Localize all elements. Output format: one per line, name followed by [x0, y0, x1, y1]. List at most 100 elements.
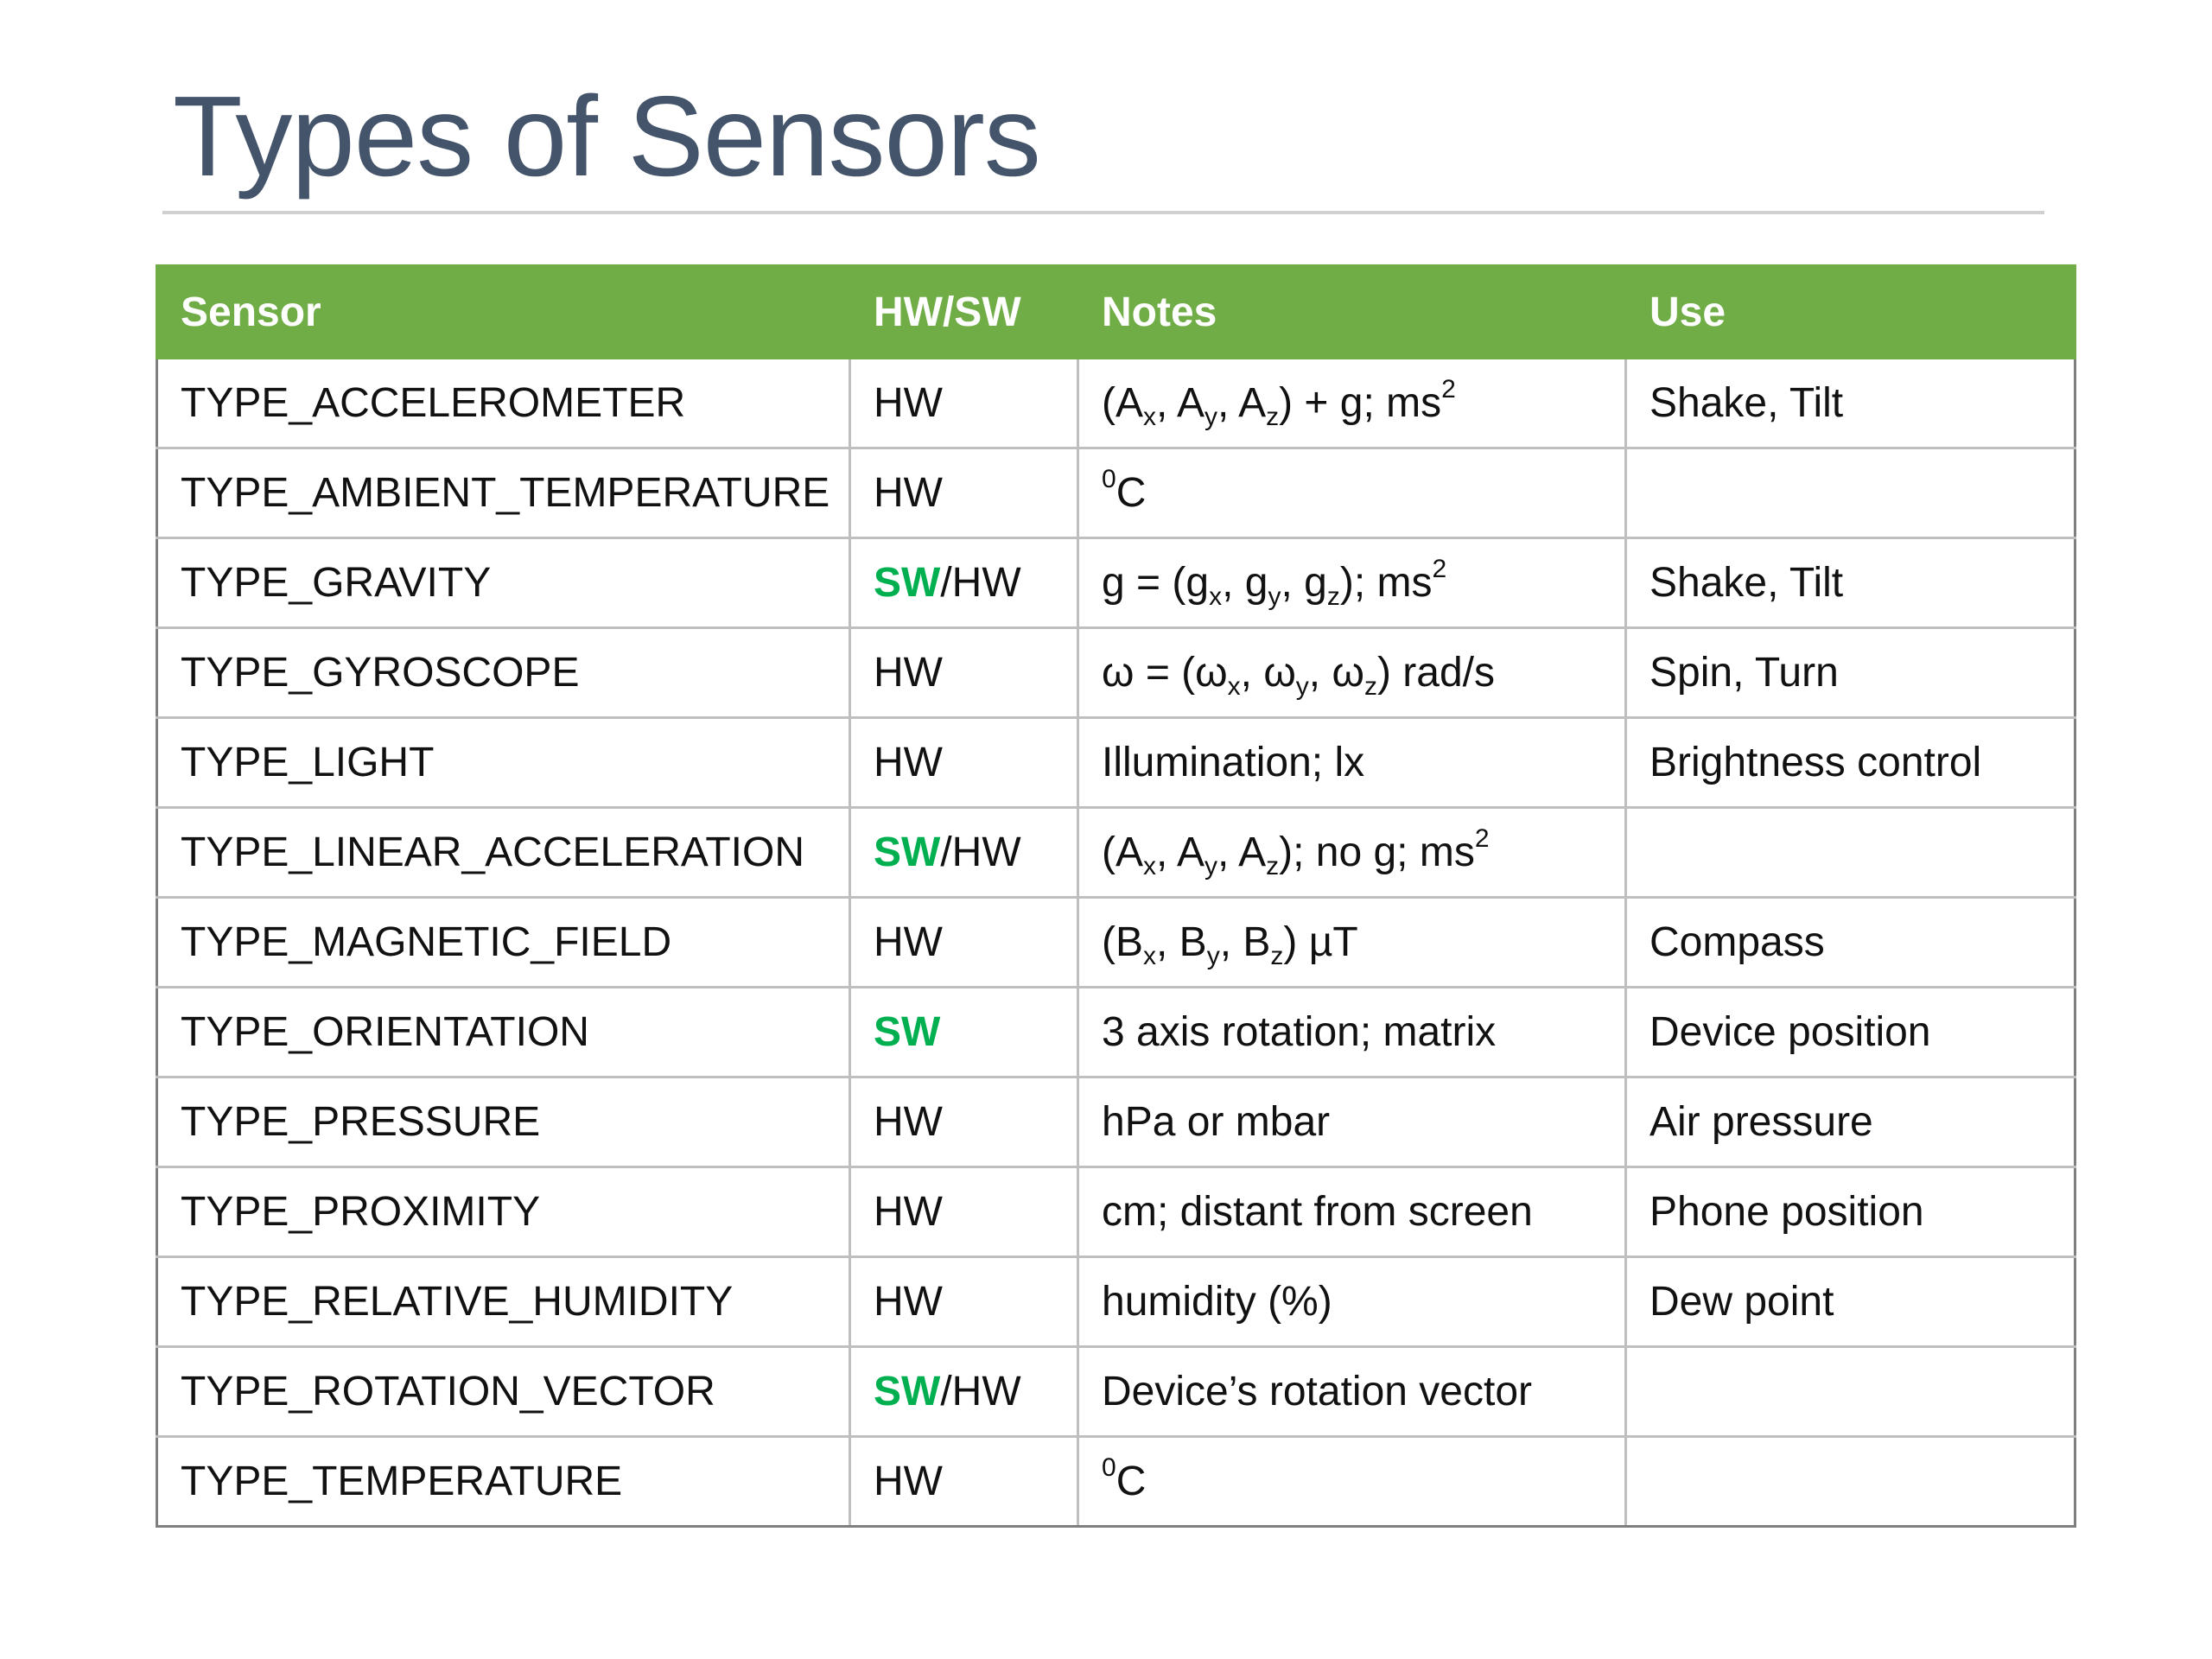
- table-row: TYPE_PRESSURE HW hPa or mbar Air pressure: [156, 1076, 2076, 1168]
- notes-text: humidity (%): [1102, 1279, 1332, 1325]
- notes-text: , A: [1217, 830, 1267, 875]
- slide-title: Types of Sensors: [173, 73, 1041, 200]
- notes-text: (A: [1102, 830, 1143, 875]
- notes-superscript: 2: [1432, 555, 1447, 583]
- hardware-tag: HW: [874, 650, 943, 696]
- cell-sensor: TYPE_LIGHT: [156, 716, 851, 809]
- cell-hw-sw: HW: [849, 1255, 1079, 1348]
- cell-notes: Illumination; lx: [1077, 716, 1627, 809]
- cell-notes: 0C: [1077, 447, 1627, 539]
- cell-hw-sw: SW/HW: [849, 806, 1079, 899]
- software-tag: SW: [874, 1369, 941, 1414]
- table-header-row: Sensor HW/SW Notes Use: [156, 264, 2076, 359]
- table-row: TYPE_MAGNETIC_FIELD HW (Bx, By, Bz) µT Comp…: [156, 896, 2076, 988]
- notes-subscript: z: [1266, 852, 1280, 880]
- notes-superscript: 2: [1474, 824, 1490, 853]
- notes-subscript: x: [1143, 942, 1156, 970]
- notes-text: ) rad/s: [1376, 650, 1495, 696]
- hardware-tag: HW: [874, 919, 943, 965]
- cell-sensor: TYPE_PRESSURE: [156, 1076, 851, 1168]
- table-row: TYPE_ACCELEROMETER HW (Ax, Ay, Az) + g; ms…: [156, 357, 2076, 449]
- notes-subscript: x: [1227, 672, 1241, 701]
- cell-use: [1624, 1435, 2076, 1528]
- table-row: TYPE_PROXIMITY HW cm; distant from screen P…: [156, 1166, 2076, 1258]
- cell-sensor: TYPE_ACCELEROMETER: [156, 357, 851, 449]
- notes-text: , B: [1156, 919, 1207, 965]
- table-row: TYPE_ORIENTATION SW 3 axis rotation; matri…: [156, 986, 2076, 1078]
- hardware-tag: HW: [874, 380, 943, 426]
- notes-text: ) + g; ms: [1279, 380, 1442, 426]
- cell-notes: humidity (%): [1077, 1255, 1627, 1348]
- notes-text: ); ms: [1339, 560, 1433, 606]
- notes-text: ) µT: [1283, 919, 1358, 965]
- notes-subscript: z: [1326, 582, 1340, 611]
- notes-subscript: x: [1143, 852, 1156, 880]
- cell-notes: ω = (ωx, ωy, ωz) rad/s: [1077, 626, 1627, 719]
- cell-sensor: TYPE_MAGNETIC_FIELD: [156, 896, 851, 988]
- notes-text: , A: [1156, 380, 1205, 426]
- notes-superscript: 2: [1441, 375, 1456, 404]
- cell-use: Spin, Turn: [1624, 626, 2076, 719]
- hardware-tag: /HW: [940, 830, 1021, 875]
- notes-text: , ω: [1308, 650, 1364, 696]
- software-tag: SW: [874, 560, 941, 606]
- notes-subscript: y: [1205, 852, 1218, 880]
- cell-sensor: TYPE_ORIENTATION: [156, 986, 851, 1078]
- hardware-tag: HW: [874, 1459, 943, 1504]
- table-row: TYPE_RELATIVE_HUMIDITY HW humidity (%) Dew …: [156, 1255, 2076, 1348]
- header-use: Use: [1624, 264, 2076, 359]
- sensor-types-table: Sensor HW/SW Notes Use TYPE_ACCELEROMETE…: [156, 264, 2076, 1528]
- cell-sensor: TYPE_PROXIMITY: [156, 1166, 851, 1258]
- cell-use: [1624, 806, 2076, 899]
- cell-sensor: TYPE_LINEAR_ACCELERATION: [156, 806, 851, 899]
- notes-text: Device’s rotation vector: [1102, 1369, 1532, 1414]
- notes-subscript: y: [1295, 672, 1309, 701]
- hardware-tag: /HW: [940, 1369, 1021, 1414]
- cell-use: Shake, Tilt: [1624, 357, 2076, 449]
- cell-use: Compass: [1624, 896, 2076, 988]
- table-row: TYPE_GYROSCOPE HW ω = (ωx, ωy, ωz) rad/s Sp…: [156, 626, 2076, 719]
- cell-use: Brightness control: [1624, 716, 2076, 809]
- notes-text: Illumination; lx: [1102, 740, 1365, 785]
- software-tag: SW: [874, 830, 941, 875]
- table-row: TYPE_TEMPERATURE HW 0C: [156, 1435, 2076, 1528]
- cell-hw-sw: SW: [849, 986, 1079, 1078]
- header-sensor: Sensor: [156, 264, 851, 359]
- notes-subscript: x: [1143, 403, 1156, 431]
- cell-sensor: TYPE_GRAVITY: [156, 537, 851, 629]
- notes-subscript: y: [1206, 942, 1220, 970]
- cell-use: Phone position: [1624, 1166, 2076, 1258]
- cell-notes: 3 axis rotation; matrix: [1077, 986, 1627, 1078]
- notes-subscript: z: [1270, 942, 1284, 970]
- table-row: TYPE_ROTATION_VECTOR SW/HW Device’s rotati…: [156, 1345, 2076, 1438]
- header-hw-sw: HW/SW: [849, 264, 1079, 359]
- notes-text: , g: [1222, 560, 1268, 606]
- notes-text: cm; distant from screen: [1102, 1189, 1533, 1235]
- cell-use: [1624, 447, 2076, 539]
- notes-text: , A: [1217, 380, 1267, 426]
- cell-sensor: TYPE_GYROSCOPE: [156, 626, 851, 719]
- cell-use: Shake, Tilt: [1624, 537, 2076, 629]
- notes-subscript: z: [1266, 403, 1280, 431]
- notes-text: 3 axis rotation; matrix: [1102, 1009, 1497, 1055]
- cell-notes: cm; distant from screen: [1077, 1166, 1627, 1258]
- table-row: TYPE_LINEAR_ACCELERATION SW/HW (Ax, Ay, Az…: [156, 806, 2076, 899]
- cell-sensor: TYPE_ROTATION_VECTOR: [156, 1345, 851, 1438]
- cell-notes: g = (gx, gy, gz); ms2: [1077, 537, 1627, 629]
- notes-text: ); no g; ms: [1279, 830, 1475, 875]
- notes-text: g = (g: [1102, 560, 1210, 606]
- notes-subscript: y: [1205, 403, 1218, 431]
- hardware-tag: HW: [874, 470, 943, 516]
- cell-use: Dew point: [1624, 1255, 2076, 1348]
- notes-text: (B: [1102, 919, 1143, 965]
- cell-notes: (Ax, Ay, Az); no g; ms2: [1077, 806, 1627, 899]
- notes-superscript: 0: [1102, 1453, 1116, 1482]
- software-tag: SW: [874, 1009, 941, 1055]
- table-row: TYPE_GRAVITY SW/HW g = (gx, gy, gz); ms2 Sh…: [156, 537, 2076, 629]
- notes-subscript: x: [1209, 582, 1223, 611]
- cell-hw-sw: HW: [849, 1076, 1079, 1168]
- notes-text: , B: [1219, 919, 1271, 965]
- notes-text: ω = (ω: [1102, 650, 1228, 696]
- cell-sensor: TYPE_RELATIVE_HUMIDITY: [156, 1255, 851, 1348]
- notes-text: (A: [1102, 380, 1143, 426]
